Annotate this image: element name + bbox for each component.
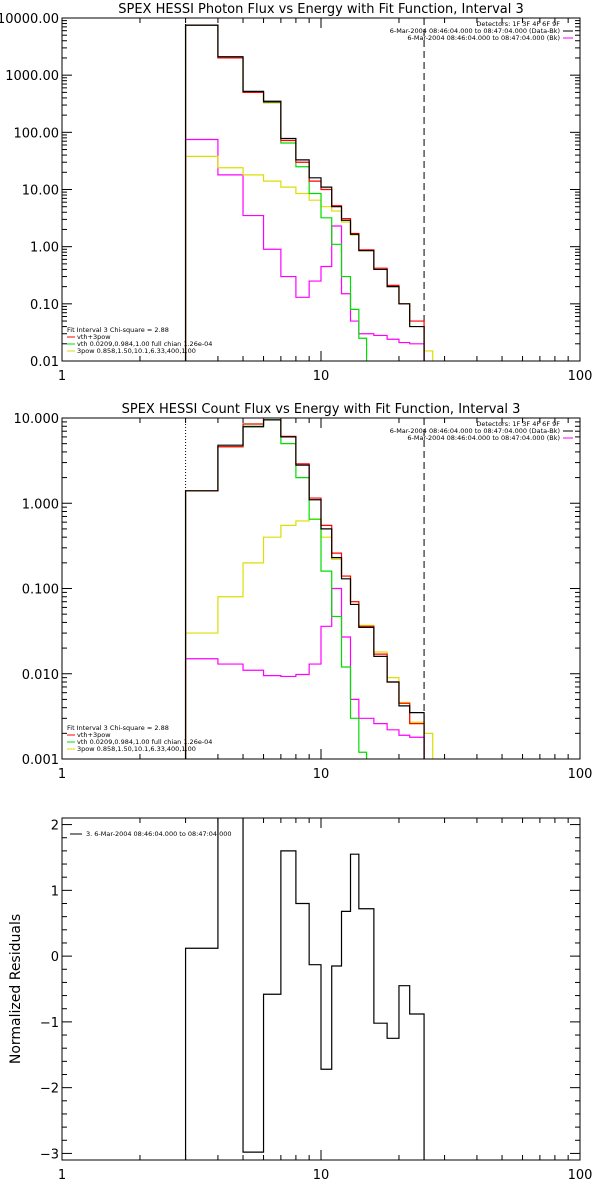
x-tick-label: 10 — [313, 767, 330, 782]
legend-entry: Fit Interval 3 Chi-square = 2.88 — [67, 724, 169, 732]
x-tick-label: 1 — [58, 369, 66, 384]
y-tick-label: 0.01 — [30, 355, 59, 370]
legend-entry: 6-Mar-2004 08:46:04.000 to 08:47:04.000 … — [390, 427, 560, 435]
x-tick-label: 1 — [58, 767, 66, 782]
chart-panel-3: 1 10 100 −3 −2 −1 0 1 2 Normalized Residuals 3. 6-… — [8, 817, 593, 1183]
series-line-residuals — [184, 818, 425, 1160]
y-tick-label: 0.10 — [30, 298, 59, 313]
y-tick-label: −2 — [40, 1082, 59, 1097]
y-axis-label: Normalized Residuals — [8, 914, 24, 1064]
plot-frame — [61, 417, 581, 760]
y-tick-label: 0.010 — [22, 668, 59, 683]
chart-title: SPEX HESSI Count Flux vs Energy with Fit… — [122, 402, 521, 417]
legend-entry: 3. 6-Mar-2004 08:46:04.000 to 08:47:04.0… — [86, 830, 232, 838]
series-line-bk — [184, 587, 425, 759]
series-line-vth-3pow — [184, 418, 425, 759]
y-tick-label: 1.00 — [30, 241, 59, 256]
legend-entry: vth+3pow — [77, 333, 111, 341]
series-line-vth — [184, 24, 368, 361]
y-tick-label: 2 — [51, 819, 59, 834]
y-tick-label: 1 — [51, 884, 59, 899]
chart-panel-1: SPEX HESSI Photon Flux vs Energy with Fi… — [0, 2, 592, 384]
legend-entry: vth 0.0209,0.984,1.00 full chian 1.26e-0… — [77, 340, 212, 348]
x-tick-label: 100 — [568, 1168, 593, 1183]
x-tick-label: 1 — [58, 1168, 66, 1183]
x-tick-label: 100 — [568, 369, 593, 384]
legend-entry: 6-Mar-2004 08:46:04.000 to 08:47:04.000 … — [390, 27, 560, 35]
legend-entry: 3pow 0.858,1.50,10.1,6.33,400,1.00 — [77, 347, 196, 355]
series-line-vth — [184, 419, 368, 759]
y-tick-label: 10.000 — [14, 412, 60, 427]
series-line-data-bk — [184, 24, 425, 361]
y-tick-label: 0.100 — [22, 583, 59, 598]
x-tick-label: 10 — [313, 369, 330, 384]
y-tick-label: 100.00 — [14, 126, 60, 141]
legend-entry: Detectors: 1F 3F 4F 6F 9F — [476, 420, 560, 428]
y-tick-label: 1000.00 — [5, 69, 59, 84]
y-tick-label: 10000.00 — [0, 12, 59, 27]
y-tick-label: 0 — [51, 950, 59, 965]
legend-entry: vth 0.0209,0.984,1.00 full chian 1.26e-0… — [77, 738, 212, 746]
legend-entry: Detectors: 1F 3F 4F 6F 9F — [476, 20, 560, 28]
plot-frame — [61, 17, 581, 362]
y-tick-label: 1.000 — [22, 497, 59, 512]
y-tick-label: −3 — [40, 1147, 59, 1162]
x-tick-label: 10 — [313, 1168, 330, 1183]
series-line-3pow — [184, 518, 434, 759]
series-line-data-bk — [184, 419, 425, 759]
y-tick-label: 0.001 — [22, 753, 59, 768]
legend-entry: 6-Mar-2004 08:46:04.000 to 08:47:04.000 … — [407, 34, 560, 42]
x-tick-label: 100 — [568, 767, 593, 782]
legend-entry: 6-Mar-2004 08:46:04.000 to 08:47:04.000 … — [407, 434, 560, 442]
chart-panel-2: SPEX HESSI Count Flux vs Energy with Fit… — [14, 402, 593, 782]
chart-title: SPEX HESSI Photon Flux vs Energy with Fi… — [118, 2, 524, 17]
legend-entry: 3pow 0.858,1.50,10.1,6.33,400,1.00 — [77, 745, 196, 753]
y-tick-label: 10.00 — [22, 184, 59, 199]
legend-entry: vth+3pow — [77, 731, 111, 739]
y-tick-label: −1 — [40, 1016, 59, 1031]
series-line-bk — [184, 138, 425, 361]
plot-frame — [61, 817, 581, 1161]
legend-entry: Fit Interval 3 Chi-square = 2.88 — [67, 326, 169, 334]
